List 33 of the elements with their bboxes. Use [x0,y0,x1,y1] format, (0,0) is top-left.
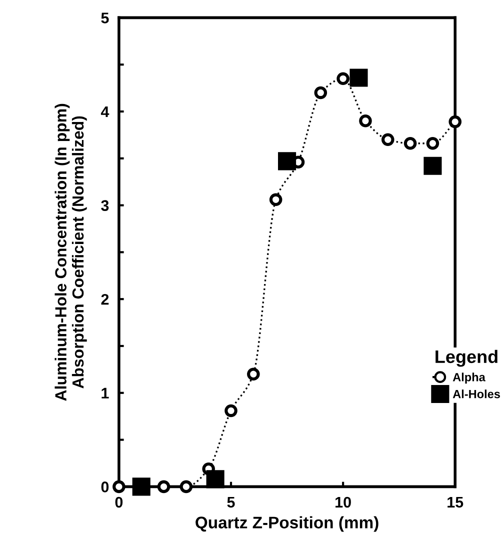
point [336,72,350,86]
y-axis-title: Aluminum-Hole Concentration (In ppm) Absorption Coefficient (Normalized) [54,104,87,401]
y-tick-label: 1 [102,388,109,398]
point [350,68,368,87]
y-tick-label: 5 [101,12,109,24]
point [314,86,328,100]
point [381,133,394,146]
point [278,152,296,170]
y-tick-label: 2 [101,294,109,305]
x-tick-label: 0 [115,496,123,508]
x-tick-label: 15 [448,496,464,508]
x-tick-label: 5 [227,496,235,508]
point [359,114,372,128]
point [206,470,224,488]
point [269,193,282,206]
point [112,480,126,494]
point [404,136,417,150]
point [180,480,193,494]
point [157,480,170,494]
point [132,478,150,496]
y-tick-label: 0 [101,482,109,492]
y-tick-label: 4 [100,106,110,118]
point [224,404,238,418]
point [424,156,442,175]
point [426,136,440,150]
y-tick-label: 3 [101,200,109,211]
x-axis-title: Quartz Z-Position (mm) [196,516,378,532]
legend-title: Legend [436,350,498,367]
point [448,115,462,128]
x-tick-label: 10 [336,496,351,508]
legend-label: Al-Holes [452,390,500,398]
legend-label: Alpha [452,372,486,384]
point [247,368,260,381]
